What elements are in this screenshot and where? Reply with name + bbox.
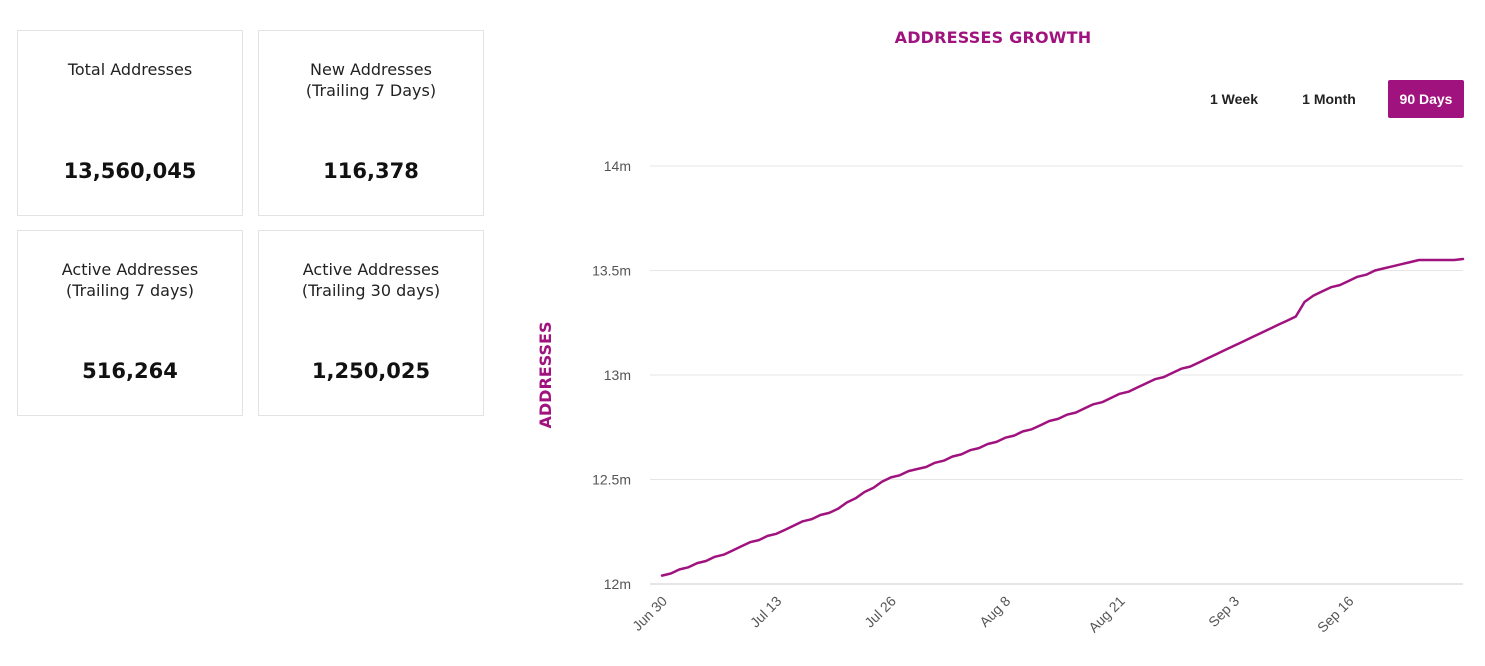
series-line-addresses bbox=[660, 257, 1465, 577]
x-tick-label: Jul 13 bbox=[747, 593, 785, 631]
stat-label: Active Addresses (Trailing 30 days) bbox=[301, 260, 441, 300]
y-tick-label: 12.5m bbox=[592, 472, 631, 488]
stat-card-new-addresses: New Addresses (Trailing 7 Days) 116,378 bbox=[258, 30, 484, 216]
stat-value: 13,560,045 bbox=[63, 159, 197, 183]
stat-value: 1,250,025 bbox=[311, 359, 431, 383]
x-tick-label: Aug 21 bbox=[1085, 593, 1128, 636]
stat-value: 116,378 bbox=[323, 159, 419, 183]
x-tick-label: Jun 30 bbox=[629, 593, 670, 634]
stat-label: Total Addresses bbox=[67, 60, 193, 79]
range-1-month-button[interactable]: 1 Month bbox=[1302, 91, 1356, 107]
x-tick-label: Sep 16 bbox=[1314, 593, 1357, 636]
x-tick-label: Jul 26 bbox=[861, 593, 899, 631]
stat-card-active-7d: Active Addresses (Trailing 7 days) 516,2… bbox=[17, 230, 243, 416]
range-1-week-button[interactable]: 1 Week bbox=[1210, 91, 1258, 107]
y-tick-label: 14m bbox=[604, 158, 631, 174]
stat-label: New Addresses (Trailing 7 Days) bbox=[305, 60, 437, 100]
x-tick-label: Aug 8 bbox=[976, 593, 1013, 630]
stat-card-total-addresses: Total Addresses 13,560,045 bbox=[17, 30, 243, 216]
stat-card-active-30d: Active Addresses (Trailing 30 days) 1,25… bbox=[258, 230, 484, 416]
y-tick-label: 13.5m bbox=[592, 263, 631, 279]
chart-title: ADDRESSES GROWTH bbox=[894, 28, 1092, 47]
range-90-days-button[interactable]: 90 Days bbox=[1388, 80, 1464, 118]
stat-value: 516,264 bbox=[82, 359, 178, 383]
stat-label: Active Addresses (Trailing 7 days) bbox=[61, 260, 199, 300]
x-tick-label: Sep 3 bbox=[1205, 593, 1242, 630]
y-tick-label: 12m bbox=[604, 576, 631, 592]
y-tick-label: 13m bbox=[604, 367, 631, 383]
y-axis-label: ADDRESSES bbox=[536, 322, 555, 429]
